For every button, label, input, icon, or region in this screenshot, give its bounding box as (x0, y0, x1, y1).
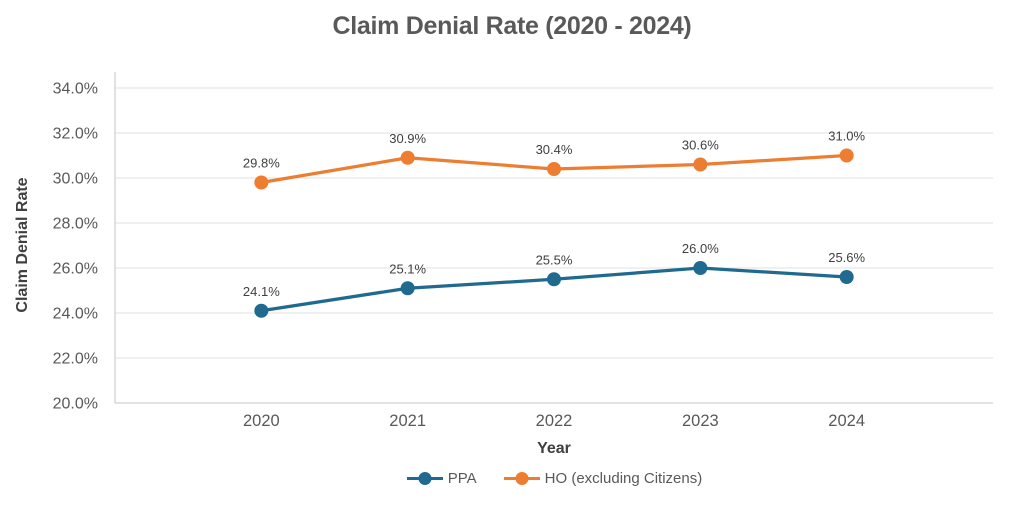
data-label: 24.1% (243, 284, 280, 299)
legend: PPA HO (excluding Citizens) (115, 470, 993, 487)
legend-item[interactable]: HO (excluding Citizens) (503, 470, 703, 487)
data-label: 30.6% (682, 138, 719, 153)
y-tick-label: 20.0% (53, 396, 98, 413)
data-label: 25.5% (536, 252, 573, 267)
data-point[interactable] (547, 162, 561, 176)
x-axis-title: Year (537, 440, 571, 457)
data-label: 29.8% (243, 156, 280, 171)
data-label: 30.4% (536, 142, 573, 157)
data-label: 31.0% (828, 129, 865, 144)
y-tick-label: 22.0% (53, 351, 98, 368)
x-tick-label: 2023 (682, 412, 719, 430)
data-label: 26.0% (682, 241, 719, 256)
y-tick-label: 26.0% (53, 261, 98, 278)
data-label: 25.6% (828, 250, 865, 265)
data-point[interactable] (547, 272, 561, 287)
x-tick-label: 2021 (389, 412, 426, 430)
legend-label: HO (excluding Citizens) (544, 470, 703, 487)
data-point[interactable] (254, 175, 269, 190)
legend-label: PPA (447, 470, 477, 487)
data-point[interactable] (254, 303, 269, 318)
y-tick-label: 28.0% (53, 216, 98, 233)
data-point[interactable] (839, 270, 854, 284)
x-tick-label: 2022 (536, 412, 573, 430)
x-tick-label: 2020 (243, 412, 280, 430)
data-label: 25.1% (389, 261, 426, 276)
x-tick-label: 2024 (828, 412, 865, 430)
data-point[interactable] (693, 157, 708, 172)
legend-marker-icon (503, 472, 540, 485)
data-point[interactable] (400, 281, 415, 296)
legend-item[interactable]: PPA (406, 470, 477, 487)
data-point[interactable] (839, 148, 854, 163)
y-tick-label: 34.0% (53, 81, 98, 98)
y-tick-label: 30.0% (53, 171, 98, 188)
legend-marker-icon (406, 472, 443, 485)
data-label: 30.9% (389, 131, 426, 146)
y-tick-label: 24.0% (53, 306, 98, 323)
chart-title: Claim Denial Rate (2020 - 2024) (332, 12, 692, 40)
data-point[interactable] (693, 261, 708, 275)
y-tick-label: 32.0% (53, 126, 98, 143)
data-point[interactable] (400, 150, 415, 165)
